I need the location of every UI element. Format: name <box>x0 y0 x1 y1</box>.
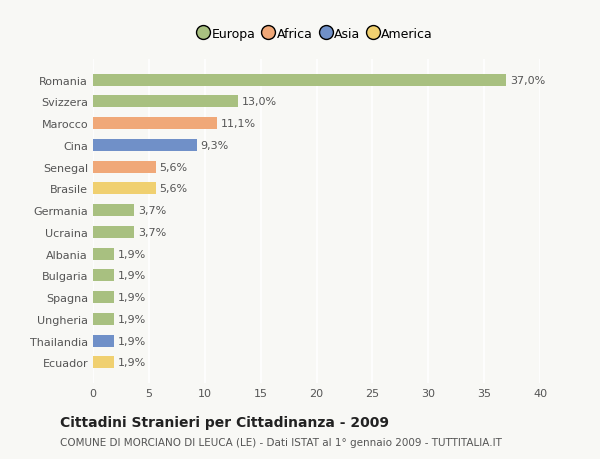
Text: 3,7%: 3,7% <box>138 227 166 237</box>
Bar <box>93 205 134 217</box>
Bar <box>93 313 114 325</box>
Text: 1,9%: 1,9% <box>118 358 146 368</box>
Text: 1,9%: 1,9% <box>118 292 146 302</box>
Text: 5,6%: 5,6% <box>159 162 187 172</box>
Text: 13,0%: 13,0% <box>242 97 277 107</box>
Bar <box>93 161 155 173</box>
Text: Cittadini Stranieri per Cittadinanza - 2009: Cittadini Stranieri per Cittadinanza - 2… <box>60 415 389 429</box>
Bar <box>93 291 114 303</box>
Text: 37,0%: 37,0% <box>510 75 545 85</box>
Bar <box>93 118 217 130</box>
Text: 11,1%: 11,1% <box>220 119 256 129</box>
Bar <box>93 270 114 282</box>
Text: 1,9%: 1,9% <box>118 336 146 346</box>
Bar <box>93 335 114 347</box>
Legend: Europa, Africa, Asia, America: Europa, Africa, Asia, America <box>196 24 437 45</box>
Bar <box>93 183 155 195</box>
Bar <box>93 357 114 369</box>
Text: 1,9%: 1,9% <box>118 249 146 259</box>
Bar <box>93 140 197 151</box>
Text: 3,7%: 3,7% <box>138 206 166 216</box>
Bar <box>93 248 114 260</box>
Text: 1,9%: 1,9% <box>118 314 146 324</box>
Bar <box>93 74 506 86</box>
Text: 5,6%: 5,6% <box>159 184 187 194</box>
Text: 9,3%: 9,3% <box>200 140 229 151</box>
Text: COMUNE DI MORCIANO DI LEUCA (LE) - Dati ISTAT al 1° gennaio 2009 - TUTTITALIA.IT: COMUNE DI MORCIANO DI LEUCA (LE) - Dati … <box>60 437 502 447</box>
Text: 1,9%: 1,9% <box>118 271 146 281</box>
Bar <box>93 226 134 238</box>
Bar <box>93 96 238 108</box>
